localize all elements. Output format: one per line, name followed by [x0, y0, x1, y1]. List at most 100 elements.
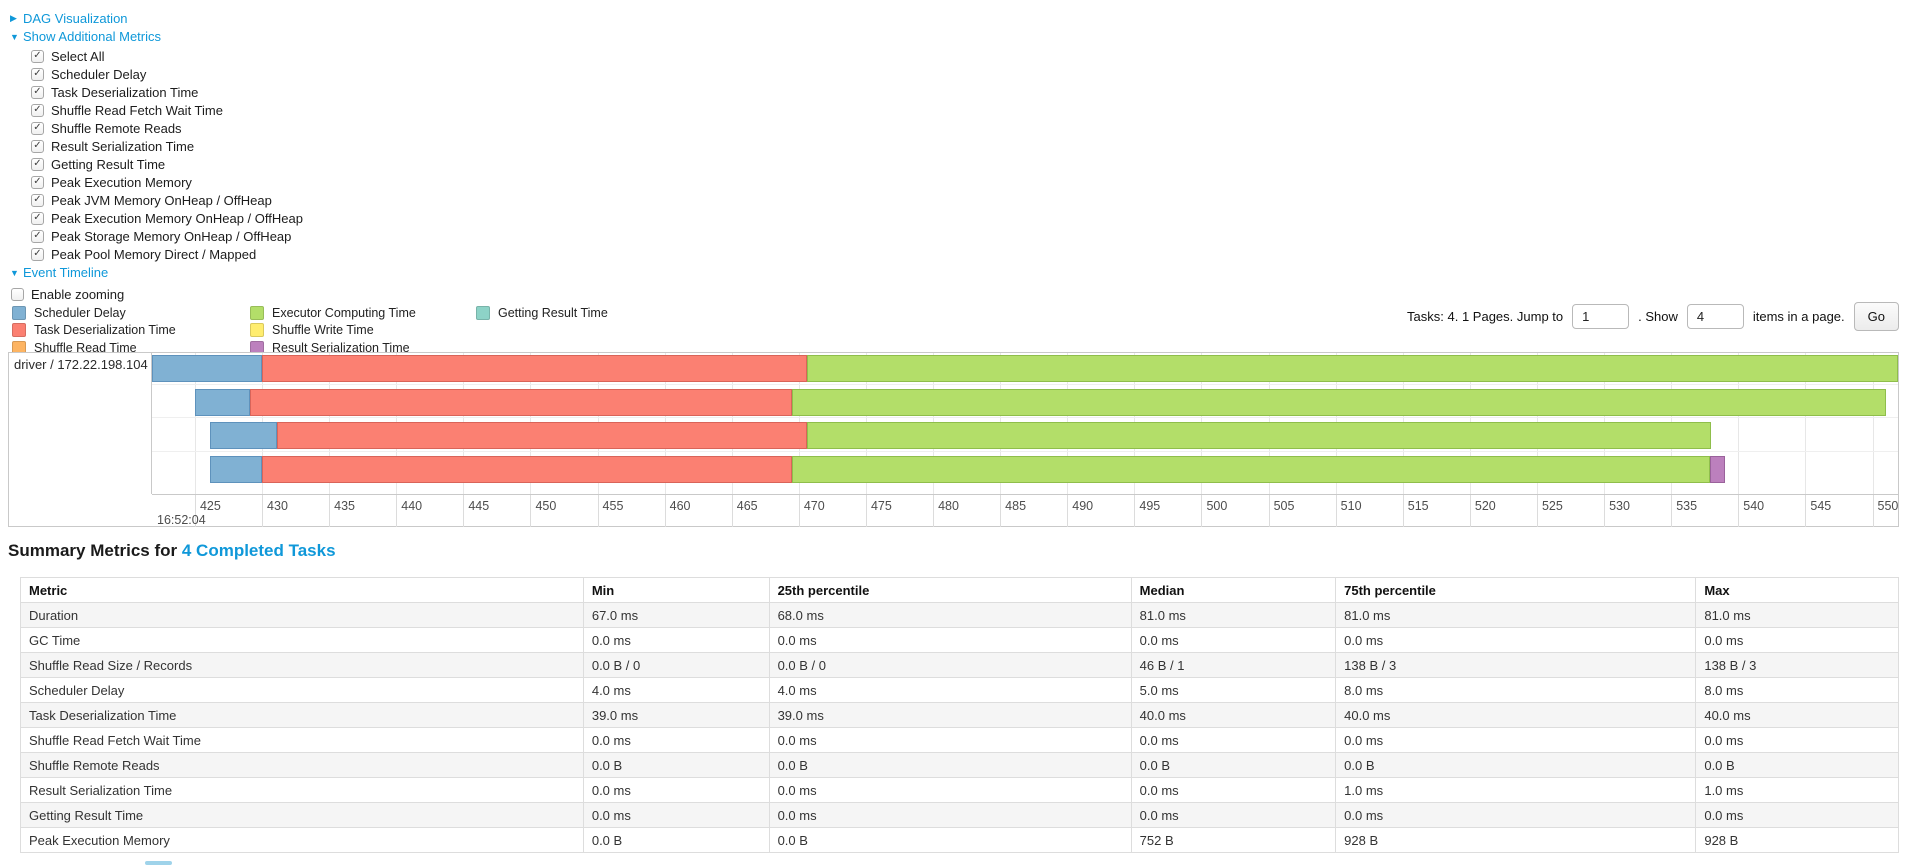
toggle-show-additional-metrics[interactable]: ▼ Show Additional Metrics: [10, 29, 1899, 44]
timeline-plot-area: [152, 353, 1898, 494]
items-per-page-text: items in a page.: [1752, 308, 1845, 324]
table-column-header: Min: [582, 577, 770, 603]
legend-label: Shuffle Write Time: [272, 323, 374, 338]
axis-gridline: [1536, 495, 1538, 527]
completed-tasks-link[interactable]: 4 Completed Tasks: [181, 541, 336, 560]
axis-tick-label: 545: [1810, 499, 1832, 513]
metric-value-cell: 0.0 B / 0: [582, 652, 770, 678]
axis-gridline: [1402, 495, 1404, 527]
timeline-header-band: Scheduler Delay Task Deserialization Time…: [8, 300, 1899, 355]
axis-gridline: [1268, 495, 1270, 527]
legend-label: Getting Result Time: [498, 305, 608, 320]
axis-tick-label: 465: [736, 499, 758, 513]
task-bar-segment-scheduler-delay[interactable]: [209, 456, 263, 483]
page-size-input[interactable]: [1686, 303, 1744, 329]
checkbox-unchecked-icon[interactable]: [11, 287, 24, 301]
table-row: Result Serialization Time 0.0 ms 0.0 ms 0.0…: [20, 777, 1899, 803]
toggle-event-timeline[interactable]: ▼ Event Timeline: [10, 265, 1899, 280]
metric-checkbox-label: Shuffle Read Fetch Wait Time: [51, 102, 223, 118]
metric-name-cell: GC Time: [20, 627, 584, 653]
axis-tick-label: 525: [1541, 499, 1563, 513]
metric-value-cell: 0.0 B: [582, 752, 770, 778]
metric-checkbox-label: Shuffle Remote Reads: [51, 120, 182, 136]
axis-gridline: [396, 495, 398, 527]
metric-value-cell: 138 B / 3: [1335, 652, 1697, 678]
legend-item-scheduler-delay: Scheduler Delay: [12, 304, 250, 322]
axis-tick-label: 455: [602, 499, 624, 513]
task-bar-segment-scheduler-delay[interactable]: [194, 389, 250, 416]
metric-value-cell: 39.0 ms: [768, 702, 1132, 728]
task-bar-segment-executor-computing[interactable]: [792, 389, 1886, 416]
metric-value-cell: 8.0 ms: [1695, 677, 1899, 703]
task-bar-segment-executor-computing[interactable]: [792, 456, 1711, 483]
tasks-count-text: Tasks: 4. 1 Pages. Jump to: [1407, 308, 1564, 324]
checkbox-checked-icon[interactable]: ✓: [31, 67, 44, 81]
task-bar-segment-executor-computing[interactable]: [806, 355, 1898, 382]
checkbox-checked-icon[interactable]: ✓: [31, 49, 44, 63]
checkbox-checked-icon[interactable]: ✓: [31, 157, 44, 171]
checkbox-checked-icon[interactable]: ✓: [31, 193, 44, 207]
go-button[interactable]: Go: [1853, 301, 1899, 331]
task-bar-segment-executor-computing[interactable]: [806, 422, 1712, 449]
legend-item-shuffle-write: Shuffle Write Time: [250, 322, 476, 340]
axis-tick-label: 550: [1877, 499, 1899, 513]
task-bar-segment-scheduler-delay[interactable]: [209, 422, 277, 449]
metric-value-cell: 39.0 ms: [582, 702, 770, 728]
task-bar-segment-result-serialization[interactable]: [1710, 456, 1725, 483]
axis-tick-label: 540: [1743, 499, 1765, 513]
checkbox-checked-icon[interactable]: ✓: [31, 103, 44, 117]
axis-time-label: 16:52:04: [157, 513, 206, 527]
metric-value-cell: 928 B: [1695, 827, 1899, 853]
task-bar-segment-task-deserialization[interactable]: [249, 389, 793, 416]
metric-value-cell: 0.0 B: [582, 827, 770, 853]
task-bar-segment-task-deserialization[interactable]: [262, 355, 807, 382]
checkbox-checked-icon[interactable]: ✓: [31, 139, 44, 153]
row-separator-line: [152, 417, 1898, 418]
metric-value-cell: 1.0 ms: [1335, 777, 1697, 803]
jump-to-page-input[interactable]: [1572, 303, 1630, 329]
task-bar-segment-task-deserialization[interactable]: [262, 456, 793, 483]
checkbox-checked-icon[interactable]: ✓: [31, 211, 44, 225]
table-row: Shuffle Remote Reads 0.0 B 0.0 B 0.0 B 0.0 B…: [20, 752, 1899, 778]
metric-name-cell: Shuffle Remote Reads: [20, 752, 584, 778]
axis-gridline: [463, 495, 465, 527]
table-column-header: 75th percentile: [1335, 577, 1697, 603]
task-pagination: Tasks: 4. 1 Pages. Jump to . Show items …: [1407, 300, 1899, 332]
task-bar-segment-task-deserialization[interactable]: [276, 422, 807, 449]
legend-column: Getting Result Time: [476, 304, 608, 357]
metric-checkbox-item: ✓ Shuffle Remote Reads: [31, 119, 1899, 137]
metric-value-cell: 46 B / 1: [1130, 652, 1337, 678]
checkbox-checked-icon[interactable]: ✓: [31, 247, 44, 261]
shuffle-write-swatch-icon: [250, 323, 264, 338]
table-row: Getting Result Time 0.0 ms 0.0 ms 0.0 ms 0.0…: [20, 802, 1899, 828]
table-row: Task Deserialization Time 39.0 ms 39.0 ms 4…: [20, 702, 1899, 728]
enable-zooming-label: Enable zooming: [31, 286, 125, 302]
executor-group-label: driver / 172.22.198.104: [14, 357, 148, 372]
metric-value-cell: 0.0 ms: [768, 802, 1132, 828]
checkbox-checked-icon[interactable]: ✓: [31, 121, 44, 135]
stage-detail-controls: ▶ DAG Visualization ▼ Show Additional Me…: [0, 0, 1907, 303]
legend-item-executor-computing: Executor Computing Time: [250, 304, 476, 322]
gridline: [1738, 353, 1740, 494]
summary-metrics-table: Metric Min 25th percentile Median 75th perce…: [20, 577, 1899, 853]
checkbox-checked-icon[interactable]: ✓: [31, 229, 44, 243]
metric-value-cell: 0.0 ms: [1695, 727, 1899, 753]
metric-value-cell: 81.0 ms: [1130, 602, 1337, 628]
event-timeline-chart: driver / 172.22.198.104 425 430 435 440 445 4…: [8, 352, 1899, 527]
checkbox-checked-icon[interactable]: ✓: [31, 85, 44, 99]
metric-checkbox-item: ✓ Getting Result Time: [31, 155, 1899, 173]
table-column-header: Metric: [20, 577, 584, 603]
task-bar-segment-scheduler-delay[interactable]: [152, 355, 263, 382]
metric-checkbox-item: ✓ Peak Pool Memory Direct / Mapped: [31, 245, 1899, 263]
enable-zooming-control: Enable zooming: [11, 285, 1899, 303]
table-row: Duration 67.0 ms 68.0 ms 81.0 ms 81.0 ms 81.0…: [20, 602, 1899, 628]
checkbox-checked-icon[interactable]: ✓: [31, 175, 44, 189]
legend-label: Executor Computing Time: [272, 305, 416, 320]
axis-tick-label: 535: [1676, 499, 1698, 513]
metric-checkbox-item: ✓ Select All: [31, 47, 1899, 65]
axis-tick-label: 520: [1474, 499, 1496, 513]
toggle-dag-visualization[interactable]: ▶ DAG Visualization: [10, 11, 1899, 26]
axis-gridline: [597, 495, 599, 527]
axis-tick-label: 450: [535, 499, 557, 513]
axis-gridline: [1671, 495, 1673, 527]
